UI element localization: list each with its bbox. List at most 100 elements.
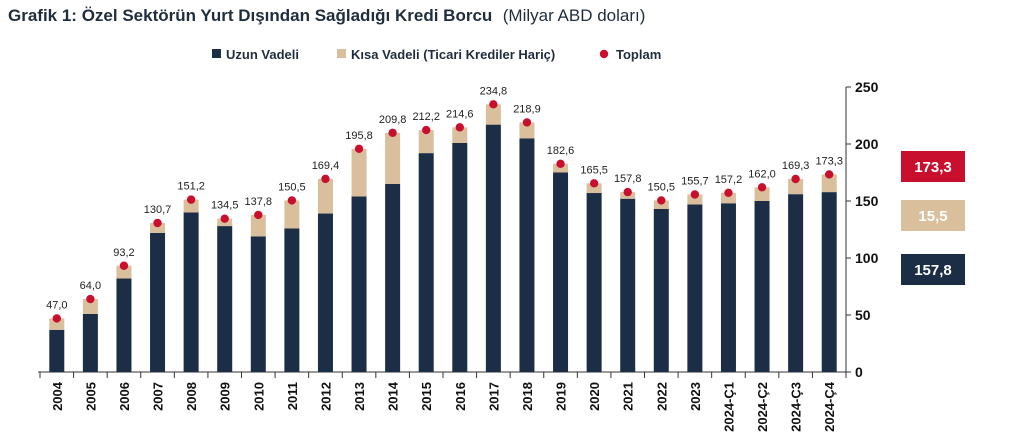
summary-box-total: [901, 151, 965, 182]
chart-title-sub: (Milyar ABD doları): [503, 6, 646, 25]
bar-long-term: [150, 232, 166, 372]
bar-long-term: [720, 203, 736, 372]
bar-short-term: [754, 187, 770, 201]
x-tick-label: 2010: [251, 382, 266, 411]
legend-label-long: Uzun Vadeli: [226, 47, 299, 62]
chart-axes: [38, 87, 847, 378]
total-point: [623, 187, 632, 197]
legend-label-short: Kısa Vadeli (Ticari Krediler Hariç): [351, 47, 555, 62]
y-tick-label: 0: [855, 364, 863, 380]
total-point: [825, 170, 834, 179]
total-point: [657, 196, 666, 205]
bar-short-term: [720, 192, 736, 204]
bar-long-term: [452, 142, 468, 372]
x-tick-label: 2004: [50, 381, 65, 411]
x-tick-label: 2023: [688, 382, 703, 411]
summary-box-long: [901, 254, 965, 285]
x-tick-label: 2019: [554, 382, 569, 411]
bar-long-term: [284, 228, 300, 372]
bar-long-term: [183, 212, 199, 372]
bar-short-term: [653, 200, 669, 209]
x-tick-label: 2024-Ç2: [755, 382, 770, 432]
total-value-label: 134,5: [211, 200, 239, 212]
bar-short-term: [250, 214, 266, 237]
total-value-label: 137,8: [245, 196, 273, 208]
bar-short-term: [284, 200, 300, 229]
bar-long-term: [418, 153, 434, 372]
chart-bars: [49, 104, 837, 373]
bar-short-term: [116, 265, 132, 279]
total-value-label: 165,5: [580, 164, 608, 176]
x-tick-label: 2024-Ç4: [822, 381, 837, 432]
chart-data-labels: 47,0 64,0 93,2 130,7 151,2 134,5 137,8 150,5 169…: [46, 85, 843, 311]
total-value-label: 64,0: [80, 280, 101, 292]
total-value-label: 212,2: [412, 111, 440, 123]
bar-long-term: [687, 204, 703, 372]
x-tick-label: 2020: [587, 382, 602, 411]
summary-box-value-short: 15,5: [918, 208, 947, 225]
bar-short-term: [317, 178, 333, 214]
bar-long-term: [620, 198, 636, 372]
bar-long-term: [519, 138, 535, 372]
total-value-label: 169,3: [782, 160, 810, 172]
x-tick-label: 2008: [184, 382, 199, 411]
total-point: [86, 294, 95, 304]
legend-swatch-short: [337, 49, 346, 58]
legend-swatch-long: [212, 49, 221, 58]
bar-short-term: [183, 199, 199, 213]
total-point: [388, 128, 397, 138]
x-tick-label: 2007: [151, 382, 166, 411]
bar-long-term: [217, 226, 233, 372]
total-value-label: 162,0: [748, 168, 776, 180]
total-point: [724, 188, 733, 197]
bar-long-term: [49, 329, 65, 372]
total-point: [321, 174, 330, 184]
total-value-label: 150,5: [648, 181, 676, 193]
x-tick-label: 2016: [453, 382, 468, 411]
total-point: [422, 125, 431, 135]
y-tick-label: 150: [855, 193, 879, 209]
total-value-label: 195,8: [345, 130, 373, 142]
total-value-label: 157,2: [715, 174, 743, 186]
chart-title: Grafik 1: Özel Sektörün Yurt Dışından Sa…: [8, 6, 645, 25]
x-tick-label: 2014: [386, 381, 401, 411]
total-value-label: 93,2: [113, 247, 134, 259]
total-point: [791, 174, 800, 184]
total-point: [455, 123, 464, 132]
total-value-label: 155,7: [681, 176, 709, 188]
bar-long-term: [351, 196, 367, 372]
total-point: [556, 159, 565, 169]
total-value-label: 151,2: [177, 181, 205, 193]
total-point: [522, 118, 532, 127]
bar-long-term: [754, 201, 770, 372]
total-point: [186, 195, 196, 204]
bar-short-term: [385, 132, 401, 184]
bar-short-term: [485, 104, 501, 125]
total-value-label: 173,3: [815, 155, 843, 167]
total-point: [254, 210, 263, 220]
x-tick-label: 2022: [654, 382, 669, 411]
x-tick-label: 2006: [117, 382, 132, 411]
chart-x-ticks: 2004 2005 2006 2007 2008 2009 2010 2011 2012 2013…: [50, 381, 837, 432]
total-point: [220, 214, 229, 223]
y-tick-label: 250: [855, 79, 879, 95]
x-tick-label: 2024-Ç3: [789, 382, 804, 432]
bar-short-term: [351, 148, 367, 197]
bar-short-term: [553, 163, 569, 173]
total-point: [589, 179, 599, 188]
total-point: [757, 183, 767, 192]
summary-box-value-total: 173,3: [914, 159, 952, 176]
bar-short-term: [586, 183, 602, 194]
bar-short-term: [418, 130, 434, 154]
legend-marker-total: [599, 49, 609, 59]
bar-long-term: [250, 236, 266, 372]
x-tick-label: 2018: [520, 382, 535, 411]
total-value-label: 218,9: [513, 103, 541, 115]
total-point: [354, 144, 364, 153]
x-tick-label: 2021: [621, 382, 636, 411]
total-point: [52, 314, 61, 323]
total-point: [119, 261, 129, 270]
bar-long-term: [385, 183, 401, 372]
x-tick-label: 2005: [83, 382, 98, 411]
x-tick-label: 2015: [419, 382, 434, 411]
